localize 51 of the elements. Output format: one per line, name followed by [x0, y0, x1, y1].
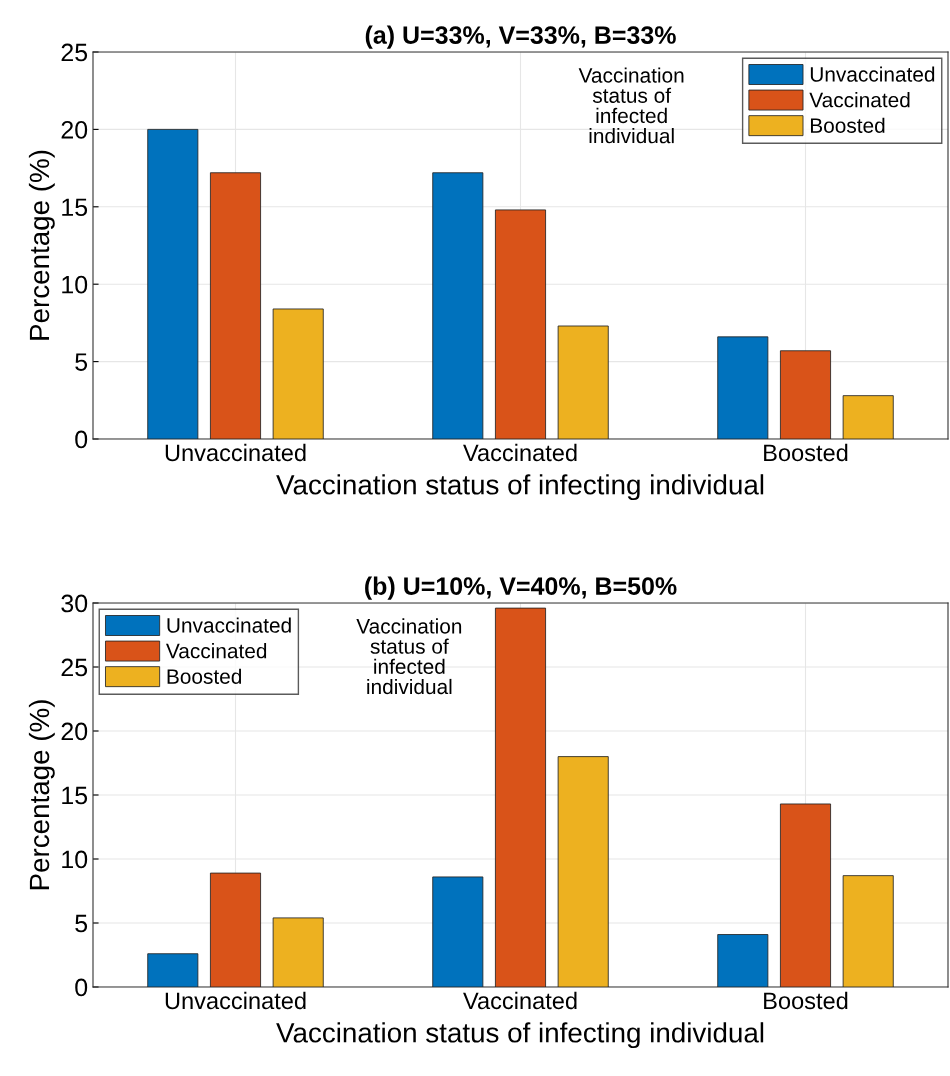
bar	[210, 872, 261, 987]
bar	[717, 934, 769, 987]
bar	[147, 953, 199, 987]
y-tick-label: 0	[75, 430, 88, 449]
legend-label: Boosted	[167, 668, 242, 684]
legend-label: Boosted	[810, 117, 885, 133]
bar	[210, 172, 261, 439]
bar	[557, 756, 609, 987]
x-tick-label: Boosted	[764, 991, 848, 1010]
x-axis-title: Vaccination status of infecting individual	[276, 474, 764, 501]
bar	[272, 917, 324, 987]
legend-label: Unvaccinated	[810, 66, 935, 82]
bar	[272, 308, 324, 439]
bar	[147, 128, 199, 439]
bar	[780, 350, 831, 439]
chart-title: (a) U=33%, V=33%, B=33%	[365, 25, 676, 49]
y-tick-label: 20	[61, 722, 88, 741]
bar	[495, 209, 546, 439]
bar	[495, 607, 546, 987]
bar	[557, 325, 609, 439]
bar	[842, 875, 894, 987]
legend-label: Vaccinated	[809, 92, 910, 108]
x-axis-title: Vaccination status of infecting individual	[276, 1022, 764, 1049]
legend-label: Unvaccinated	[167, 617, 291, 633]
legend-title: Vaccination status of infected individual	[578, 67, 684, 144]
legend-title: Vaccination status of infected individual	[356, 618, 462, 695]
bar	[717, 336, 769, 439]
y-tick-label: 15	[62, 786, 88, 805]
y-axis-title: Percentage (%)	[28, 150, 55, 340]
y-tick-label: 30	[61, 594, 88, 613]
bar	[842, 395, 894, 439]
y-tick-label: 10	[62, 850, 88, 869]
bar	[432, 172, 484, 439]
y-tick-label: 5	[75, 353, 88, 371]
y-tick-label: 0	[75, 978, 88, 997]
x-tick-label: Boosted	[764, 443, 848, 462]
y-axis-title: Percentage (%)	[28, 700, 55, 890]
y-tick-label: 25	[61, 658, 88, 677]
bar	[432, 876, 484, 987]
chart-title: (b) U=10%, V=40%, B=50%	[365, 576, 677, 600]
x-tick-label: Unvaccinated	[165, 991, 306, 1010]
y-tick-label: 5	[75, 914, 88, 933]
y-tick-label: 10	[62, 275, 88, 294]
bar	[780, 803, 831, 987]
y-tick-label: 20	[61, 121, 88, 139]
y-tick-label: 25	[61, 43, 88, 62]
x-tick-label: Vaccinated	[463, 443, 577, 462]
x-tick-label: Unvaccinated	[165, 443, 306, 462]
y-tick-label: 15	[62, 198, 88, 217]
legend-label: Vaccinated	[166, 643, 267, 659]
x-tick-label: Vaccinated	[463, 991, 577, 1010]
